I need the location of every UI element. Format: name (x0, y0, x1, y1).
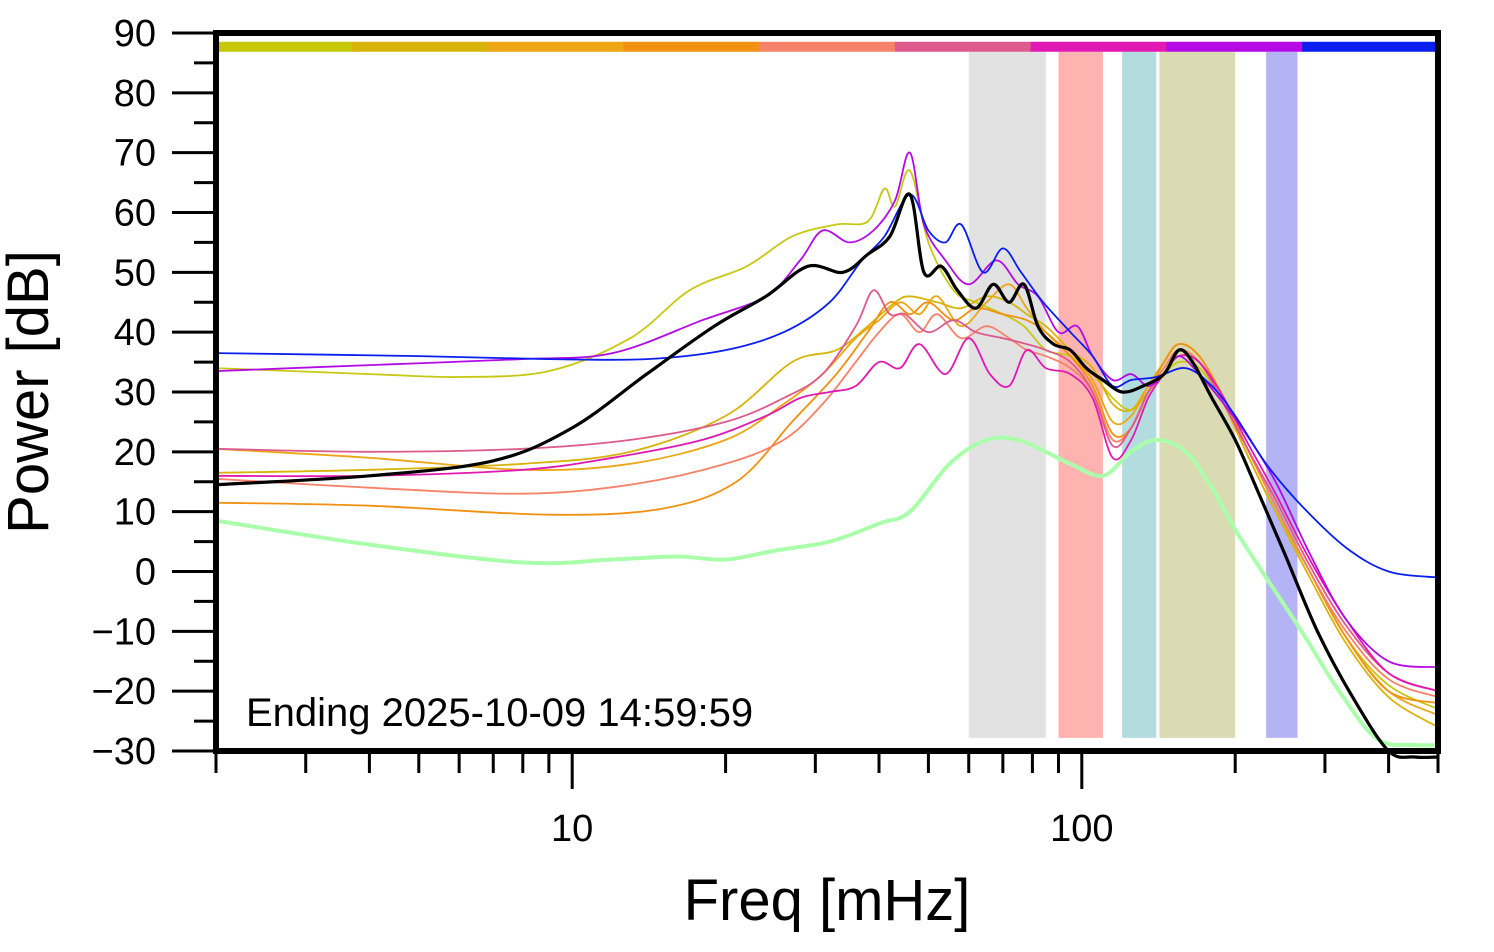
series-line-8 (215, 151, 1439, 669)
y-tick-label: 20 (114, 432, 156, 474)
time-color-segment-8 (1166, 41, 1303, 52)
time-color-segment-6 (894, 41, 1032, 52)
y-tick-label: −10 (92, 611, 156, 653)
y-tick-label: 60 (114, 193, 156, 235)
time-color-segment-9 (1302, 41, 1439, 52)
y-tick-label: 70 (114, 133, 156, 175)
frequency-bands (968, 51, 1298, 738)
band-5 (1266, 51, 1298, 738)
y-tick-label: 40 (114, 312, 156, 354)
band-4 (1159, 51, 1236, 738)
y-axis-title: Power [dB] (0, 250, 61, 534)
x-axis-title: Freq [mHz] (684, 868, 971, 933)
y-tick-label: 50 (114, 252, 156, 294)
time-color-segment-4 (623, 41, 760, 52)
series-line-9 (215, 193, 1439, 579)
series-line-11 (215, 192, 1439, 760)
y-tick-label: −20 (92, 671, 156, 713)
x-tick-label: 100 (1050, 808, 1113, 850)
y-tick-label: 90 (114, 13, 156, 55)
time-color-segment-3 (487, 41, 624, 52)
series-line-7 (215, 337, 1439, 693)
y-tick-label: 10 (114, 492, 156, 534)
y-tick-label: −30 (92, 731, 156, 773)
series-line-10 (215, 435, 1439, 748)
series-lines (215, 151, 1439, 760)
annotation-text: Ending 2025-10-09 14:59:59 (246, 691, 753, 735)
band-2 (1058, 51, 1103, 738)
time-color-segment-2 (351, 41, 489, 52)
y-tick-label: 30 (114, 372, 156, 414)
time-color-segment-7 (1030, 41, 1167, 52)
series-line-2 (215, 295, 1439, 728)
series-line-1 (215, 169, 1439, 710)
time-color-segment-5 (759, 41, 896, 52)
series-line-3 (215, 283, 1439, 716)
time-color-bar (216, 41, 1439, 52)
band-3 (1122, 51, 1157, 738)
series-line-5 (215, 313, 1439, 698)
x-tick-label: 10 (551, 808, 593, 850)
time-color-segment-1 (216, 41, 353, 52)
series-line-6 (215, 289, 1439, 693)
band-1 (968, 51, 1046, 738)
series-line-4 (215, 301, 1439, 704)
y-tick-label: 80 (114, 73, 156, 115)
y-tick-label: 0 (135, 552, 156, 594)
